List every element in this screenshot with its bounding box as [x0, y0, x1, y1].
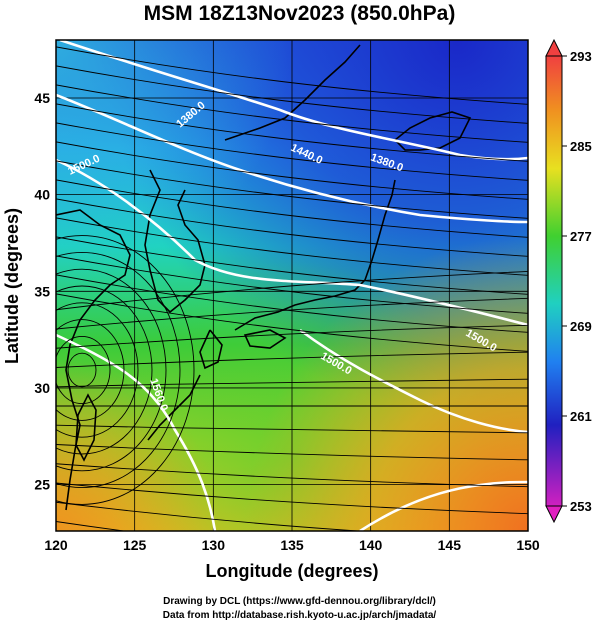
- streamline: [56, 103, 528, 162]
- contour-1560: [56, 333, 217, 531]
- streamline: [56, 235, 195, 505]
- x-tick-label: 145: [438, 537, 462, 553]
- contour-1500: [56, 158, 528, 327]
- streamline: [56, 302, 139, 438]
- colorbar-tick-label: 293: [570, 49, 592, 64]
- y-tick-label: 40: [34, 187, 50, 203]
- x-tick-label: 150: [516, 537, 540, 553]
- x-tick-label: 130: [202, 537, 226, 553]
- colorbar-tick-label: 277: [570, 229, 592, 244]
- streamline: [56, 141, 528, 200]
- map-title: MSM 18Z13Nov2023 (850.0hPa): [143, 2, 456, 25]
- colorbar-body: [545, 55, 563, 507]
- plot-area: 1380.0 1440.0 1380.0 1500.0 1560.0 1500.…: [56, 40, 528, 531]
- streamline: [56, 251, 181, 489]
- contour-1440: [56, 93, 528, 224]
- streamline: [56, 501, 365, 531]
- streamline: [56, 160, 528, 219]
- x-axis-label: Longitude (degrees): [205, 561, 378, 581]
- streamline: [56, 324, 528, 349]
- colorbar-tick-label: 261: [570, 409, 592, 424]
- streamline: [56, 297, 528, 330]
- streamline: [56, 319, 125, 421]
- streamline: [56, 444, 528, 461]
- streamline: [56, 463, 528, 488]
- y-axis: 25 30 35 40 45 Latitude (degrees): [2, 90, 50, 493]
- y-axis-label: Latitude (degrees): [2, 208, 22, 364]
- streamline: [56, 46, 528, 105]
- streamline: [56, 293, 528, 352]
- japan-shikoku: [243, 329, 287, 349]
- streamline: [56, 482, 528, 515]
- streamline: [56, 255, 528, 314]
- streamline: [56, 521, 128, 531]
- streamline: [56, 84, 528, 143]
- taiwan-coast: [75, 393, 97, 462]
- coastlines: [56, 44, 472, 511]
- russia-coast: [224, 44, 361, 141]
- x-axis-ticks: 120 125 130 135 140 145 150: [44, 537, 540, 553]
- wind-streamlines: [56, 46, 528, 531]
- colorbar-tick-label: 269: [570, 319, 592, 334]
- streamline: [56, 236, 528, 295]
- x-tick-label: 120: [44, 537, 68, 553]
- y-tick-label: 30: [34, 380, 50, 396]
- y-tick-label: 25: [34, 477, 50, 493]
- contour-1500b: [299, 328, 528, 434]
- streamline: [56, 351, 528, 368]
- streamline: [56, 285, 153, 455]
- x-tick-label: 135: [280, 537, 304, 553]
- japan-kyushu: [199, 329, 223, 370]
- colorbar-tick-label: 253: [570, 499, 592, 514]
- colorbar-min-arrow: [545, 505, 563, 524]
- x-tick-label: 125: [123, 537, 147, 553]
- streamline: [56, 122, 528, 181]
- streamline: [56, 274, 528, 333]
- hokkaido-coast: [393, 111, 472, 151]
- colorbar: 293 285 277 269 261 253: [545, 38, 592, 524]
- streamline: [67, 352, 97, 388]
- china-coast: [56, 209, 131, 511]
- plot-frame: [55, 39, 529, 532]
- x-axis: 120 125 130 135 140 145 150 Longitude (degrees…: [44, 537, 540, 581]
- colorbar-ticks: 293 285 277 269 261 253: [562, 49, 592, 514]
- streamline: [56, 268, 167, 472]
- streamline: [56, 65, 528, 124]
- japan-honshu: [234, 179, 396, 331]
- colorbar-max-arrow: [545, 38, 563, 57]
- streamline: [56, 335, 111, 405]
- contour-1500c: [359, 480, 528, 531]
- streamline: [56, 198, 528, 257]
- x-tick-label: 140: [359, 537, 383, 553]
- graticule: [56, 40, 528, 531]
- streamline: [56, 217, 528, 276]
- streamline: [56, 179, 528, 238]
- credit-data: Data from http://database.rish.kyoto-u.a…: [162, 610, 437, 621]
- y-tick-label: 35: [34, 283, 50, 299]
- streamline: [56, 271, 528, 311]
- colorbar-tick-label: 285: [570, 139, 592, 154]
- credit-drawing: Drawing by DCL (https://www.gfd-dennou.o…: [163, 596, 436, 607]
- y-tick-label: 45: [34, 90, 50, 106]
- y-axis-ticks: 25 30 35 40 45: [34, 90, 50, 493]
